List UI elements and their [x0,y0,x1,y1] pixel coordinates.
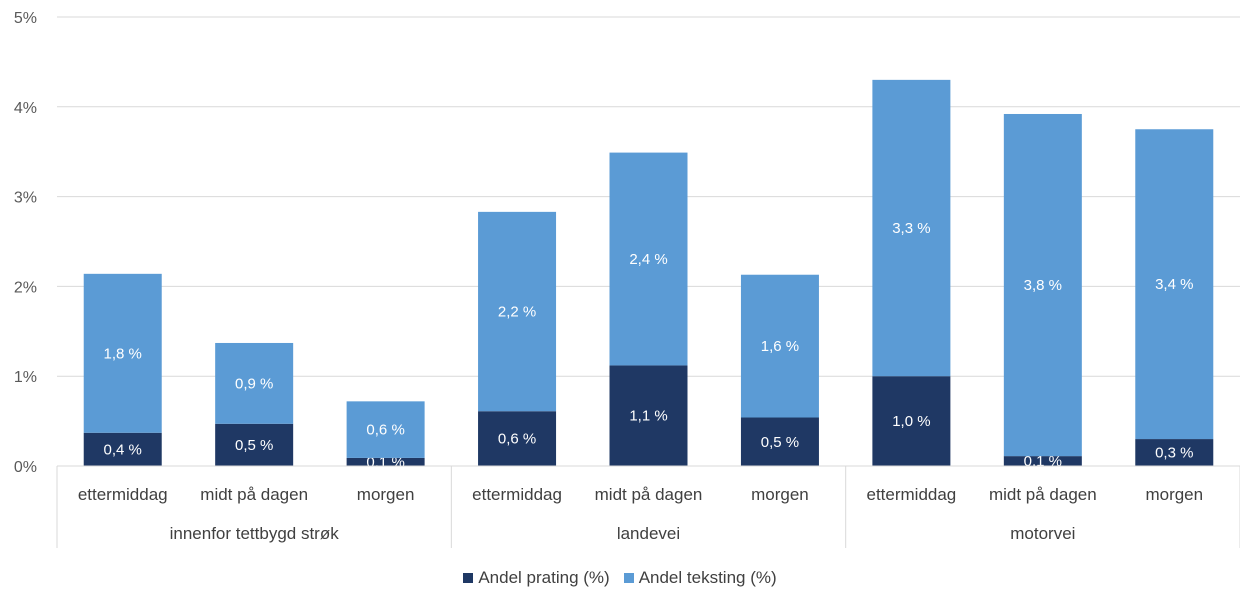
x-category-label: ettermiddag [472,485,562,504]
x-category-label: morgen [1145,485,1203,504]
y-tick-label: 2% [14,279,37,296]
y-tick-label: 1% [14,369,37,386]
bar-segment-teksting [1135,129,1214,440]
data-label: 3,8 % [1024,277,1062,294]
bar-segment-prating [1003,456,1082,466]
data-label: 2,4 % [629,251,667,268]
bar-segment-teksting [478,211,557,412]
bar-segment-prating [215,423,294,466]
bar-segment-teksting [346,401,425,458]
data-label: 0,6 % [366,422,404,439]
bar-segment-teksting [740,274,819,418]
bar-segment-prating [740,417,819,466]
data-label: 1,0 % [892,413,930,430]
data-label: 0,1 % [366,454,404,471]
legend: Andel prating (%) Andel teksting (%) [0,568,1240,588]
legend-swatch-prating [463,573,474,583]
x-category-label: midt på dagen [989,485,1097,504]
legend-item-teksting: Andel teksting (%) [623,568,777,588]
x-category-label: ettermiddag [78,485,168,504]
data-label: 0,6 % [498,431,536,448]
bars: 0,4 % 1,8 % 0,5 % 0,9 % 0,1 % 0,6 % 0,6 % 2,2 %… [83,79,1214,471]
x-group-label: landevei [617,524,680,543]
legend-label-prating: Andel prating (%) [478,568,610,587]
legend-swatch-teksting [623,573,634,583]
bar-segment-teksting [872,79,951,377]
bar-segment-prating [478,411,557,466]
x-axis: ettermiddag midt på dagen morgen ettermidda… [56,465,1240,548]
data-label: 2,2 % [498,304,536,321]
bar-segment-prating [609,365,688,466]
bar-segment-prating [346,457,425,466]
y-tick-label: 4% [14,100,37,117]
bar-segment-teksting [609,152,688,366]
x-group-label: innenfor tettbygd strøk [170,524,340,543]
bar-segment-teksting [1003,113,1082,457]
data-label: 0,4 % [104,441,142,458]
data-label: 0,5 % [761,434,799,451]
x-category-label: midt på dagen [200,485,308,504]
bar-segment-prating [872,376,951,466]
data-label: 1,1 % [629,408,667,425]
y-tick-label: 0% [14,459,37,476]
stacked-bar-chart: 0%1%2%3%4%5% 0,4 %1,8 %0,5 %0,9 %0,1 %0,… [14,10,1240,548]
data-label: 3,3 % [892,220,930,237]
data-label: 0,3 % [1155,445,1193,462]
x-group-label: motorvei [1010,524,1075,543]
x-category-label: midt på dagen [595,485,703,504]
data-label: 1,8 % [104,345,142,362]
legend-label-teksting: Andel teksting (%) [638,568,777,587]
bar-segment-teksting [215,342,294,424]
x-category-label: ettermiddag [866,485,956,504]
x-category-label: morgen [751,485,809,504]
data-label: 3,4 % [1155,276,1193,293]
bar-segment-prating [83,432,162,466]
data-label: 0,9 % [235,375,273,392]
y-tick-label: 3% [14,190,37,207]
bar-segment-prating [1135,439,1214,466]
data-label: 0,5 % [235,437,273,454]
bar-segment-teksting [83,273,162,433]
y-tick-label: 5% [14,10,37,27]
data-label: 1,6 % [761,338,799,355]
legend-item-prating: Andel prating (%) [463,568,610,588]
x-category-label: morgen [357,485,415,504]
y-axis-ticks: 0% 1% 2% 3% 4% 5% [14,10,37,476]
